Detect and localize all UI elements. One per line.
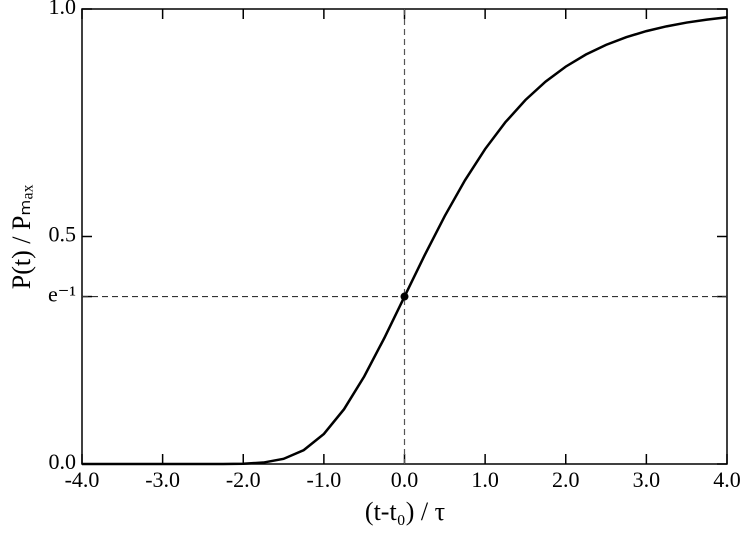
- x-tick-label: 4.0: [713, 467, 741, 492]
- y-tick-label: e⁻¹: [48, 282, 76, 307]
- y-tick-label: 0.5: [49, 222, 77, 247]
- x-tick-label: 1.0: [471, 467, 499, 492]
- y-axis-label: P(t) / Pₘₐₓ: [7, 184, 36, 289]
- y-tick-label: 1.0: [49, 0, 77, 19]
- x-tick-label: -1.0: [306, 467, 341, 492]
- plot-frame: [81, 8, 728, 465]
- marker-point: [400, 292, 409, 301]
- x-tick-label: -3.0: [145, 467, 180, 492]
- x-tick-label: -4.0: [65, 467, 100, 492]
- x-tick-label: 2.0: [552, 467, 580, 492]
- x-tick-label: 3.0: [633, 467, 661, 492]
- x-tick-label: 0.0: [391, 467, 419, 492]
- x-axis-label: (t-t₀) / τ: [365, 497, 445, 526]
- x-tick-label: -2.0: [226, 467, 261, 492]
- y-tick-label: 0.0: [49, 449, 77, 474]
